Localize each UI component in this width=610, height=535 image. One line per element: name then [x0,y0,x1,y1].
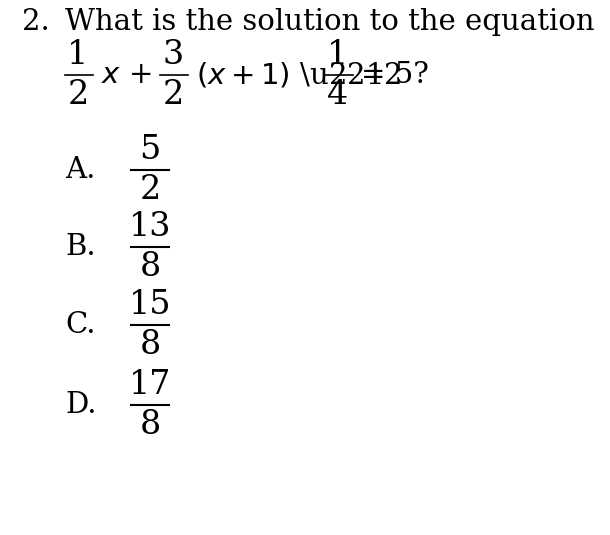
Text: A.: A. [65,156,95,184]
Text: 3: 3 [162,39,184,71]
Text: 8: 8 [139,329,160,361]
Text: B.: B. [65,233,96,261]
Text: 15: 15 [129,289,171,321]
Text: 2: 2 [162,79,184,111]
Text: 8: 8 [139,409,160,441]
Text: 1: 1 [67,39,88,71]
Text: 1: 1 [328,39,349,71]
Text: 2: 2 [139,174,160,206]
Text: D.: D. [65,391,96,419]
Text: 2: 2 [67,79,88,111]
Text: 2.: 2. [22,8,50,36]
Text: = 5?: = 5? [361,61,429,89]
Text: 8: 8 [139,251,160,283]
Text: 5: 5 [139,134,160,166]
Text: What is the solution to the equation: What is the solution to the equation [65,8,595,36]
Text: 13: 13 [129,211,171,243]
Text: 17: 17 [129,369,171,401]
Text: $(x+1)$ \u2212: $(x+1)$ \u2212 [196,60,401,89]
Text: 4: 4 [328,79,348,111]
Text: C.: C. [65,311,96,339]
Text: $x$ +: $x$ + [101,61,152,89]
